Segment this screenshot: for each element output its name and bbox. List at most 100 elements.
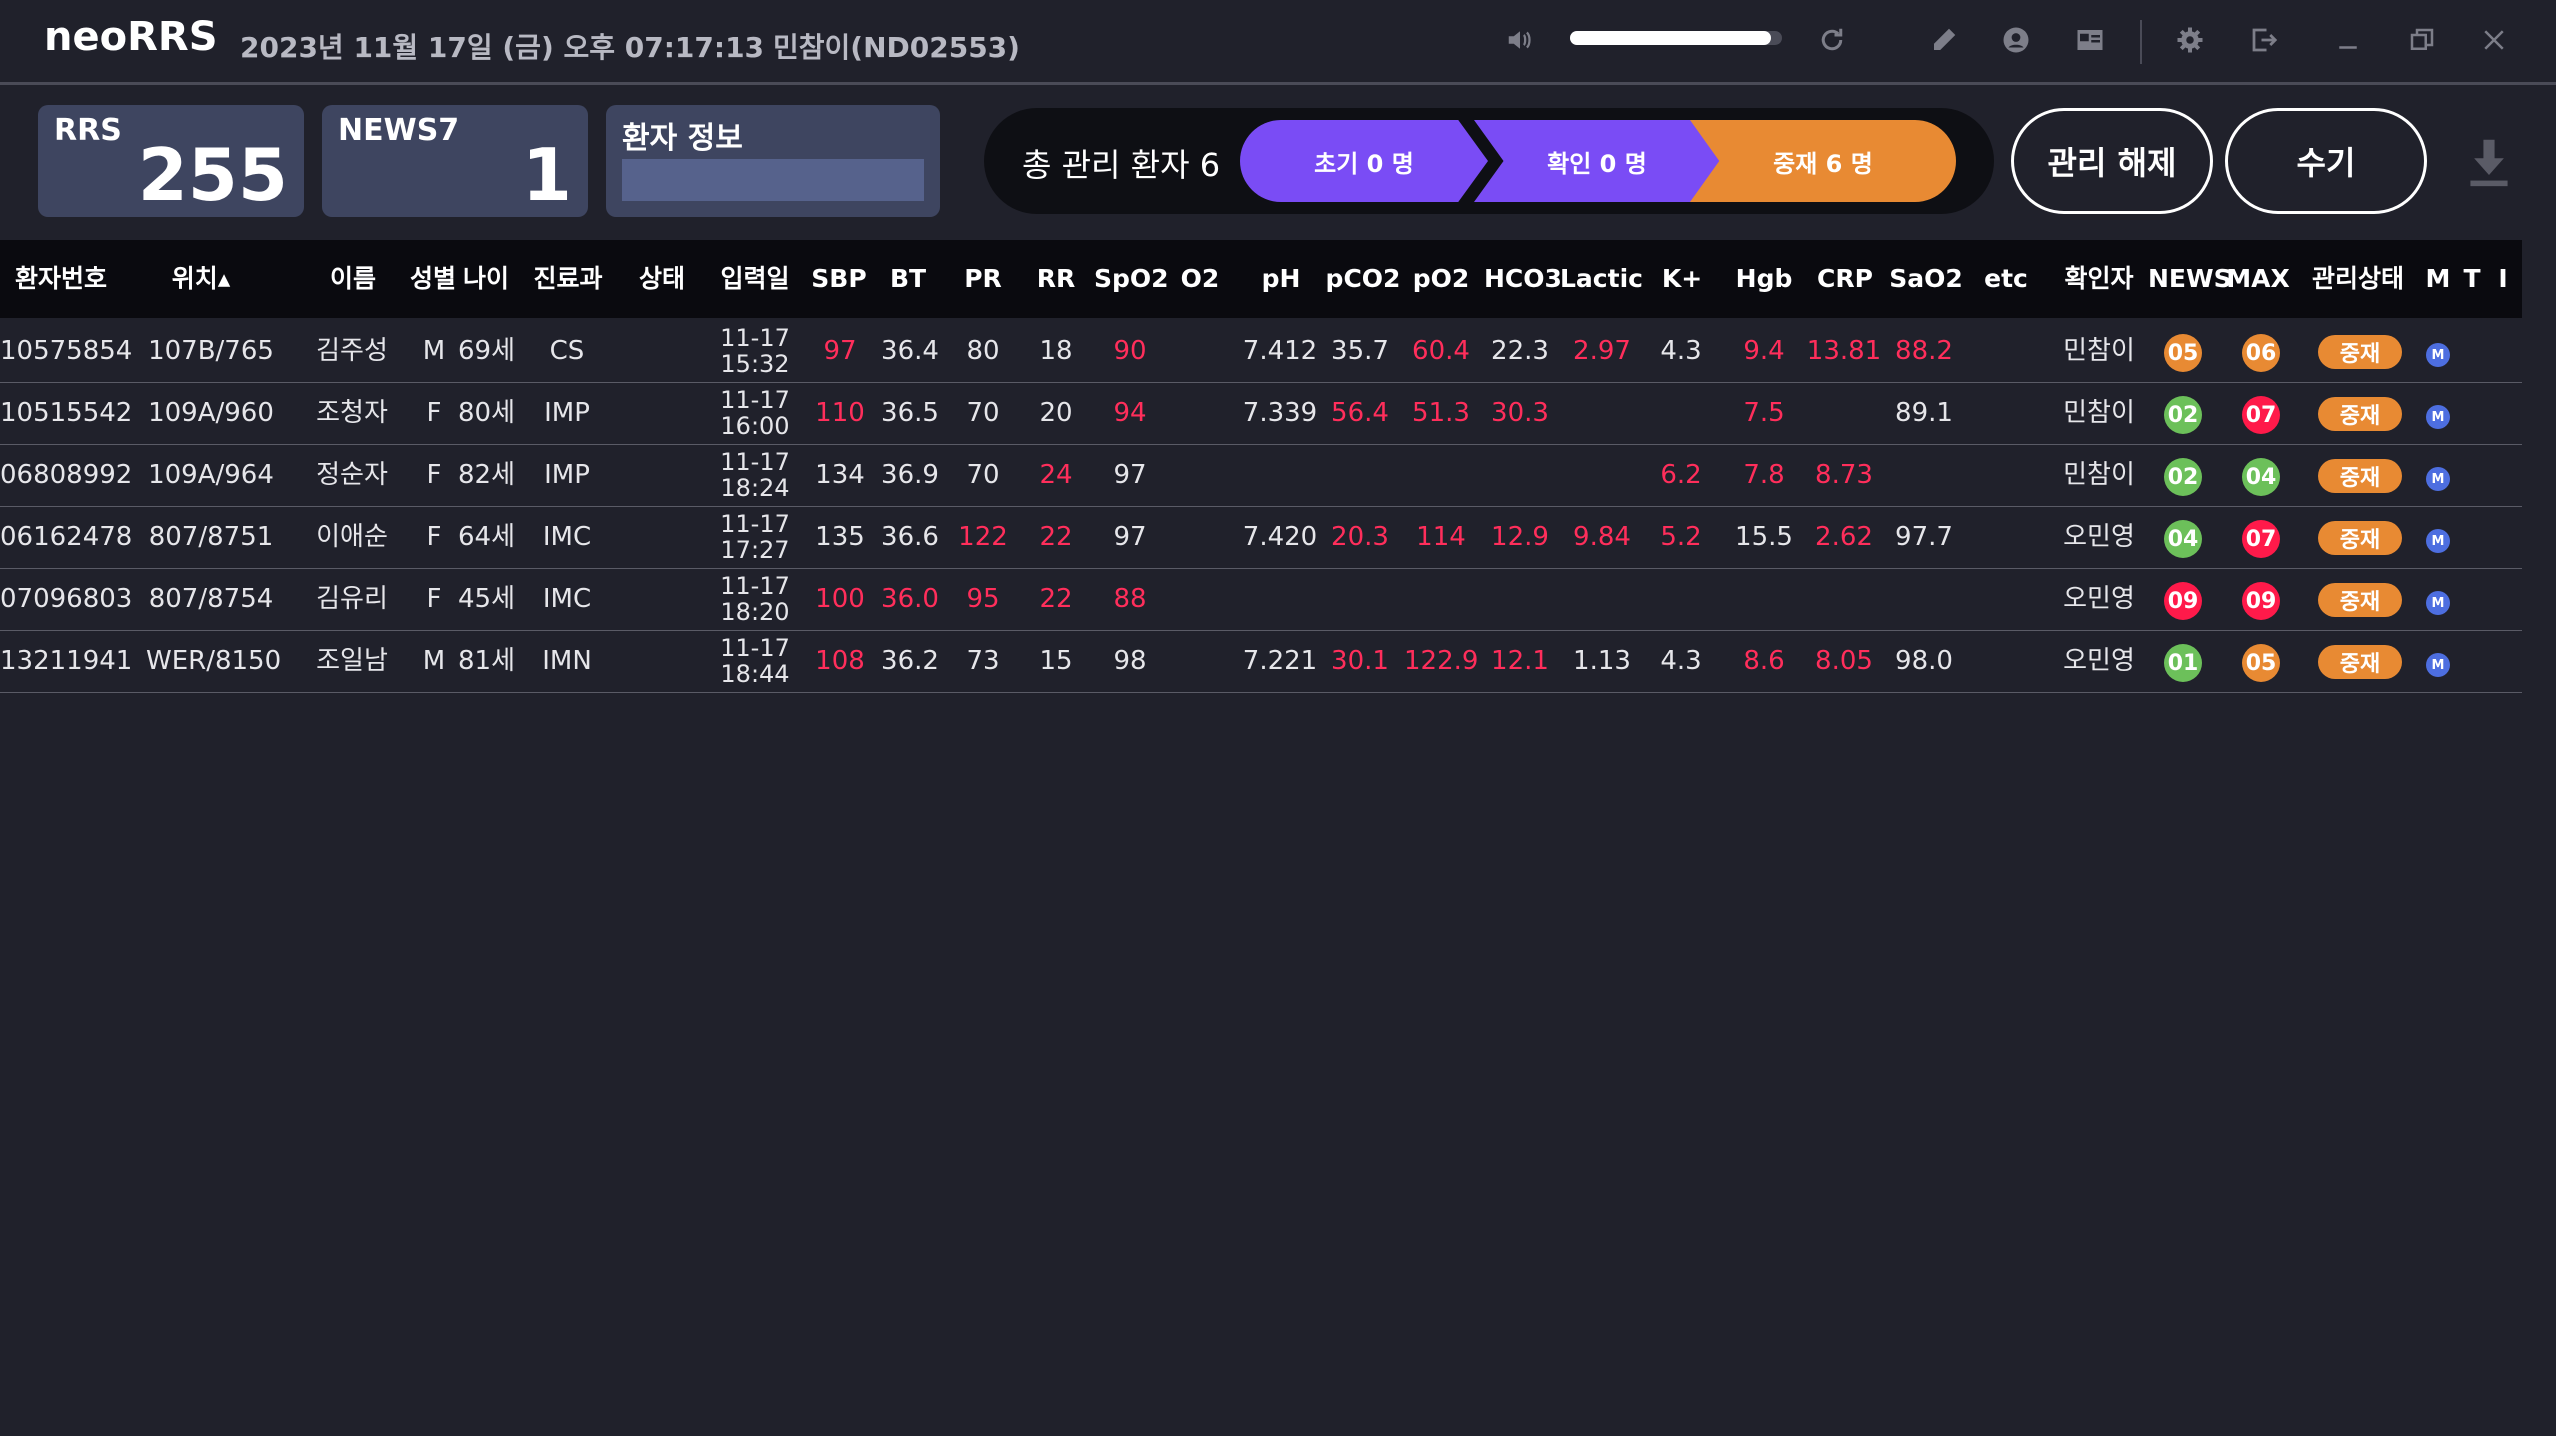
release-management-button[interactable]: 관리 해제 bbox=[2011, 108, 2213, 214]
cell-lactic bbox=[1562, 568, 1642, 630]
table-row[interactable]: 13211941 WER/8150 조일남 M 81세 IMN 11-17 18:44 108 3… bbox=[0, 630, 2522, 693]
m-indicator-badge[interactable]: M bbox=[2426, 405, 2450, 429]
column-header[interactable]: etc bbox=[1984, 264, 2028, 293]
title-bar: neoRRS 2023년 11월 17일 (금) 오후 07:17:13 민참이… bbox=[0, 0, 2556, 85]
cell-ph: 7.339 bbox=[1242, 398, 1318, 428]
cell-date-time: 18:20 bbox=[720, 598, 790, 626]
cell-po2 bbox=[1404, 444, 1478, 506]
cell-name: 김주성 bbox=[316, 336, 388, 366]
restore-icon[interactable] bbox=[2404, 22, 2440, 58]
cell-sao2 bbox=[1884, 444, 1964, 506]
management-status-button[interactable]: 중재 bbox=[2318, 645, 2402, 679]
cell-status bbox=[628, 506, 696, 568]
cell-date: 11-17 17:27 bbox=[710, 506, 800, 568]
cell-spo2: 90 bbox=[1113, 336, 1147, 366]
column-header[interactable]: pH bbox=[1261, 264, 1301, 293]
cell-k bbox=[1648, 382, 1714, 444]
column-header[interactable]: O2 bbox=[1180, 264, 1220, 293]
speaker-icon[interactable] bbox=[1502, 22, 1538, 58]
management-status-button[interactable]: 중재 bbox=[2318, 459, 2402, 493]
rrs-card[interactable]: RRS 255 bbox=[38, 105, 304, 217]
cell-sex: F bbox=[426, 584, 442, 614]
column-header[interactable]: CRP bbox=[1817, 264, 1873, 293]
cell-age: 80세 bbox=[458, 398, 516, 428]
cell-hco3 bbox=[1482, 444, 1558, 506]
cell-age: 45세 bbox=[458, 584, 516, 614]
cell-spo2: 98 bbox=[1113, 646, 1147, 676]
m-indicator-badge[interactable]: M bbox=[2426, 343, 2450, 367]
column-header[interactable]: pO2 bbox=[1412, 264, 1470, 293]
column-header[interactable]: 이름 bbox=[329, 264, 376, 293]
logout-icon[interactable] bbox=[2246, 22, 2282, 58]
refresh-icon[interactable] bbox=[1814, 22, 1850, 58]
patient-info-card[interactable]: 환자 정보 bbox=[606, 105, 940, 217]
column-header[interactable]: Hgb bbox=[1735, 264, 1793, 293]
management-status-button[interactable]: 중재 bbox=[2318, 583, 2402, 617]
cell-spo2: 97 bbox=[1113, 522, 1147, 552]
cell-po2: 51.3 bbox=[1412, 398, 1470, 428]
gear-icon[interactable] bbox=[2172, 22, 2208, 58]
cell-hgb: 8.6 bbox=[1743, 646, 1785, 676]
column-header[interactable]: I bbox=[2498, 264, 2508, 293]
user-circle-icon[interactable] bbox=[1998, 22, 2034, 58]
news7-card[interactable]: NEWS7 1 bbox=[322, 105, 588, 217]
cell-loc: 807/8754 bbox=[148, 584, 274, 614]
volume-slider[interactable] bbox=[1570, 31, 1782, 45]
column-header[interactable]: HCO3 bbox=[1484, 264, 1562, 293]
close-icon[interactable] bbox=[2476, 22, 2512, 58]
initial-stage-button[interactable]: 초기 0 명 bbox=[1240, 120, 1488, 202]
column-header[interactable]: SBP bbox=[811, 264, 867, 293]
table-row[interactable]: 06162478 807/8751 이애순 F 64세 IMC 11-17 17:27 135 3… bbox=[0, 506, 2522, 569]
management-status-button[interactable]: 중재 bbox=[2318, 335, 2402, 369]
manual-entry-button[interactable]: 수기 bbox=[2225, 108, 2427, 214]
column-header[interactable]: M bbox=[2425, 264, 2451, 293]
cell-hgb bbox=[1722, 568, 1806, 630]
column-header[interactable]: 나이 bbox=[462, 264, 509, 293]
cell-lactic: 9.84 bbox=[1573, 522, 1631, 552]
pen-icon[interactable] bbox=[1926, 22, 1962, 58]
management-status-button[interactable]: 중재 bbox=[2318, 397, 2402, 431]
column-header[interactable]: BT bbox=[889, 264, 927, 293]
column-header[interactable]: 성별 bbox=[409, 264, 456, 293]
column-header[interactable]: 위치▴ bbox=[171, 264, 231, 293]
cell-bt: 36.6 bbox=[881, 522, 939, 552]
confirm-stage-button[interactable]: 확인 0 명 bbox=[1474, 120, 1720, 202]
m-indicator-badge[interactable]: M bbox=[2426, 529, 2450, 553]
cell-sbp: 135 bbox=[815, 522, 865, 552]
column-header[interactable]: pCO2 bbox=[1325, 264, 1401, 293]
id-card-icon[interactable] bbox=[2072, 22, 2108, 58]
table-row[interactable]: 06808992 109A/964 정순자 F 82세 IMP 11-17 18:24 134 3… bbox=[0, 444, 2522, 507]
column-header[interactable]: K+ bbox=[1661, 264, 1703, 293]
column-header[interactable]: 진료과 bbox=[533, 264, 603, 293]
m-indicator-badge[interactable]: M bbox=[2426, 591, 2450, 615]
column-header[interactable]: NEWS bbox=[2148, 264, 2232, 293]
cell-name: 조청자 bbox=[316, 398, 388, 428]
column-header[interactable]: 입력일 bbox=[720, 264, 790, 293]
column-header[interactable]: 확인자 bbox=[2064, 264, 2134, 293]
table-row[interactable]: 07096803 807/8754 김유리 F 45세 IMC 11-17 18:20 100 3… bbox=[0, 568, 2522, 631]
column-header[interactable]: SaO2 bbox=[1889, 264, 1963, 293]
cell-k: 4.3 bbox=[1660, 336, 1702, 366]
column-header[interactable]: SpO2 bbox=[1094, 264, 1169, 293]
column-header[interactable]: Lactic bbox=[1560, 264, 1643, 293]
column-header[interactable]: 상태 bbox=[638, 264, 685, 293]
intervene-stage-button[interactable]: 중재 6 명 bbox=[1690, 120, 1956, 202]
management-status-button[interactable]: 중재 bbox=[2318, 521, 2402, 555]
table-row[interactable]: 10575854 107B/765 김주성 M 69세 CS 11-17 15:32 97 36.… bbox=[0, 320, 2522, 383]
column-header[interactable]: 환자번호 bbox=[14, 264, 107, 293]
column-header[interactable]: PR bbox=[964, 264, 1002, 293]
column-header[interactable]: 관리상태 bbox=[2311, 264, 2404, 293]
column-header[interactable]: T bbox=[2463, 264, 2481, 293]
cell-o2 bbox=[1170, 320, 1230, 382]
minimize-icon[interactable] bbox=[2330, 22, 2366, 58]
column-header[interactable]: RR bbox=[1036, 264, 1076, 293]
cell-pco2: 30.1 bbox=[1331, 646, 1389, 676]
table-row[interactable]: 10515542 109A/960 조청자 F 80세 IMP 11-17 16:00 110 3… bbox=[0, 382, 2522, 445]
cell-pr: 70 bbox=[966, 398, 1000, 428]
column-header[interactable]: MAX bbox=[2226, 264, 2290, 293]
download-icon[interactable] bbox=[2466, 136, 2512, 188]
m-indicator-badge[interactable]: M bbox=[2426, 653, 2450, 677]
m-indicator-badge[interactable]: M bbox=[2426, 467, 2450, 491]
max-score-badge: 04 bbox=[2242, 458, 2280, 496]
cell-etc bbox=[1978, 506, 2034, 568]
